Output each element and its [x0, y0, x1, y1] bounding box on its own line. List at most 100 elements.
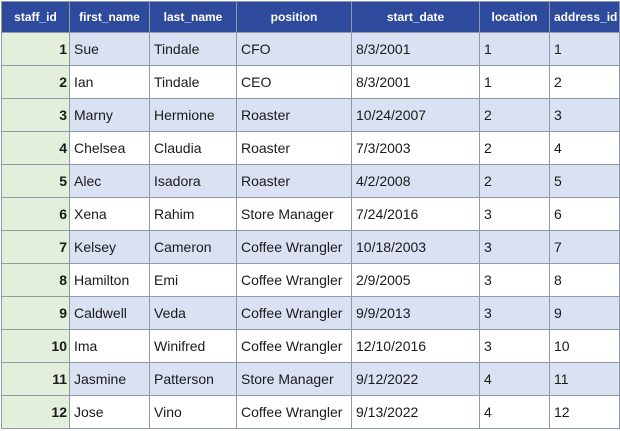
- cell-staff-id[interactable]: 7: [1, 230, 70, 264]
- cell-first-name[interactable]: Ima: [69, 329, 150, 363]
- cell-first-name[interactable]: Hamilton: [69, 263, 150, 297]
- cell-location[interactable]: 1: [479, 65, 550, 99]
- cell-last-name[interactable]: Patterson: [149, 362, 237, 396]
- cell-staff-id[interactable]: 10: [1, 329, 70, 363]
- cell-address-id[interactable]: 6: [549, 197, 620, 231]
- cell-location[interactable]: 3: [479, 329, 550, 363]
- cell-staff-id[interactable]: 6: [1, 197, 70, 231]
- cell-location[interactable]: 4: [479, 362, 550, 396]
- cell-first-name[interactable]: Caldwell: [69, 296, 150, 330]
- column-header-location[interactable]: location: [479, 1, 550, 33]
- cell-location[interactable]: 2: [479, 131, 550, 165]
- cell-last-name[interactable]: Emi: [149, 263, 237, 297]
- column-header-first-name[interactable]: first_name: [69, 1, 150, 33]
- cell-address-id[interactable]: 5: [549, 164, 620, 198]
- cell-staff-id[interactable]: 1: [1, 32, 70, 66]
- table-row: 8 Hamilton Emi Coffee Wrangler 2/9/2005 3 8: [1, 263, 620, 297]
- cell-location[interactable]: 3: [479, 296, 550, 330]
- table-row: 10 Ima Winifred Coffee Wrangler 12/10/2016 3 1…: [1, 329, 620, 363]
- cell-first-name[interactable]: Alec: [69, 164, 150, 198]
- cell-last-name[interactable]: Veda: [149, 296, 237, 330]
- cell-first-name[interactable]: Jasmine: [69, 362, 150, 396]
- cell-first-name[interactable]: Marny: [69, 98, 150, 132]
- cell-position[interactable]: Roaster: [236, 164, 352, 198]
- cell-first-name[interactable]: Xena: [69, 197, 150, 231]
- cell-last-name[interactable]: Cameron: [149, 230, 237, 264]
- cell-start-date[interactable]: 9/13/2022: [351, 395, 480, 429]
- cell-last-name[interactable]: Tindale: [149, 65, 237, 99]
- cell-position[interactable]: Coffee Wrangler: [236, 230, 352, 264]
- cell-last-name[interactable]: Claudia: [149, 131, 237, 165]
- cell-address-id[interactable]: 7: [549, 230, 620, 264]
- cell-position[interactable]: Roaster: [236, 98, 352, 132]
- cell-start-date[interactable]: 10/18/2003: [351, 230, 480, 264]
- table-row: 2 Ian Tindale CEO 8/3/2001 1 2: [1, 65, 620, 99]
- cell-staff-id[interactable]: 3: [1, 98, 70, 132]
- cell-location[interactable]: 3: [479, 263, 550, 297]
- cell-position[interactable]: CFO: [236, 32, 352, 66]
- cell-location[interactable]: 2: [479, 98, 550, 132]
- cell-last-name[interactable]: Tindale: [149, 32, 237, 66]
- cell-staff-id[interactable]: 11: [1, 362, 70, 396]
- cell-staff-id[interactable]: 9: [1, 296, 70, 330]
- table-row: 12 Jose Vino Coffee Wrangler 9/13/2022 4 12: [1, 395, 620, 429]
- cell-last-name[interactable]: Hermione: [149, 98, 237, 132]
- cell-location[interactable]: 2: [479, 164, 550, 198]
- cell-start-date[interactable]: 12/10/2016: [351, 329, 480, 363]
- cell-staff-id[interactable]: 2: [1, 65, 70, 99]
- cell-location[interactable]: 3: [479, 230, 550, 264]
- cell-location[interactable]: 3: [479, 197, 550, 231]
- cell-position[interactable]: Store Manager: [236, 197, 352, 231]
- cell-address-id[interactable]: 11: [549, 362, 620, 396]
- cell-staff-id[interactable]: 8: [1, 263, 70, 297]
- cell-location[interactable]: 1: [479, 32, 550, 66]
- column-header-last-name[interactable]: last_name: [149, 1, 237, 33]
- cell-position[interactable]: Coffee Wrangler: [236, 395, 352, 429]
- cell-first-name[interactable]: Ian: [69, 65, 150, 99]
- column-header-staff-id[interactable]: staff_id: [1, 1, 70, 33]
- cell-address-id[interactable]: 12: [549, 395, 620, 429]
- cell-start-date[interactable]: 10/24/2007: [351, 98, 480, 132]
- table-row: 3 Marny Hermione Roaster 10/24/2007 2 3: [1, 98, 620, 132]
- cell-last-name[interactable]: Rahim: [149, 197, 237, 231]
- cell-position[interactable]: Roaster: [236, 131, 352, 165]
- column-header-address-id[interactable]: address_id: [549, 1, 620, 33]
- cell-position[interactable]: Coffee Wrangler: [236, 263, 352, 297]
- cell-address-id[interactable]: 9: [549, 296, 620, 330]
- cell-start-date[interactable]: 9/12/2022: [351, 362, 480, 396]
- cell-location[interactable]: 4: [479, 395, 550, 429]
- cell-position[interactable]: CEO: [236, 65, 352, 99]
- cell-first-name[interactable]: Jose: [69, 395, 150, 429]
- cell-position[interactable]: Coffee Wrangler: [236, 296, 352, 330]
- table-row: 6 Xena Rahim Store Manager 7/24/2016 3 6: [1, 197, 620, 231]
- cell-position[interactable]: Store Manager: [236, 362, 352, 396]
- cell-start-date[interactable]: 8/3/2001: [351, 65, 480, 99]
- cell-address-id[interactable]: 4: [549, 131, 620, 165]
- cell-last-name[interactable]: Winifred: [149, 329, 237, 363]
- cell-last-name[interactable]: Isadora: [149, 164, 237, 198]
- cell-first-name[interactable]: Kelsey: [69, 230, 150, 264]
- cell-first-name[interactable]: Sue: [69, 32, 150, 66]
- cell-address-id[interactable]: 2: [549, 65, 620, 99]
- table-body: 1 Sue Tindale CFO 8/3/2001 1 1 2 Ian Tindale CEO 8/…: [1, 32, 620, 429]
- column-header-start-date[interactable]: start_date: [351, 1, 480, 33]
- cell-last-name[interactable]: Vino: [149, 395, 237, 429]
- cell-address-id[interactable]: 10: [549, 329, 620, 363]
- cell-start-date[interactable]: 9/9/2013: [351, 296, 480, 330]
- cell-staff-id[interactable]: 12: [1, 395, 70, 429]
- cell-position[interactable]: Coffee Wrangler: [236, 329, 352, 363]
- cell-staff-id[interactable]: 5: [1, 164, 70, 198]
- column-header-position[interactable]: position: [236, 1, 352, 33]
- cell-start-date[interactable]: 7/24/2016: [351, 197, 480, 231]
- cell-start-date[interactable]: 8/3/2001: [351, 32, 480, 66]
- table-row: 9 Caldwell Veda Coffee Wrangler 9/9/2013 3 9: [1, 296, 620, 330]
- cell-address-id[interactable]: 8: [549, 263, 620, 297]
- cell-address-id[interactable]: 3: [549, 98, 620, 132]
- cell-address-id[interactable]: 1: [549, 32, 620, 66]
- cell-staff-id[interactable]: 4: [1, 131, 70, 165]
- cell-start-date[interactable]: 2/9/2005: [351, 263, 480, 297]
- cell-first-name[interactable]: Chelsea: [69, 131, 150, 165]
- cell-start-date[interactable]: 7/3/2003: [351, 131, 480, 165]
- cell-start-date[interactable]: 4/2/2008: [351, 164, 480, 198]
